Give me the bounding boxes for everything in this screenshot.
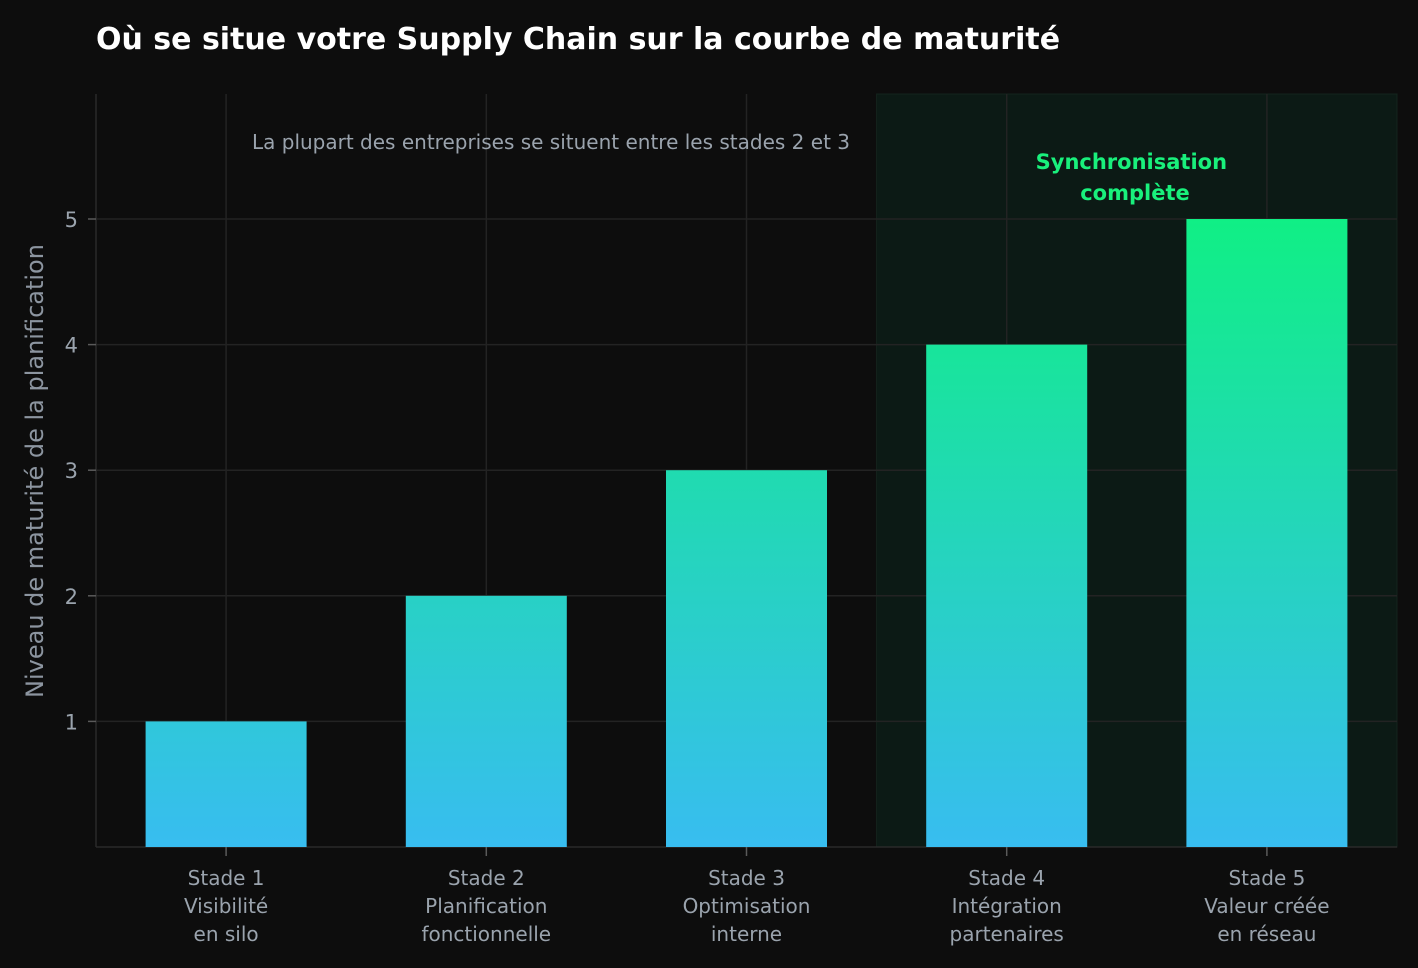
x-tick-label-3: Stade 3 Optimisation interne xyxy=(683,866,811,946)
annotation-note: La plupart des entreprises se situent en… xyxy=(252,130,850,154)
y-tick-label-5: 5 xyxy=(65,208,78,232)
bar-stade-3 xyxy=(666,470,827,847)
x-tick-label-5-line-3: en réseau xyxy=(1217,922,1316,946)
x-tick-label-1-line-1: Stade 1 xyxy=(188,866,265,890)
x-tick-label-5-line-2: Valeur créée xyxy=(1204,894,1329,918)
annotation-highlight-line-1: Synchronisation xyxy=(1036,150,1227,174)
y-axis-label: Niveau de maturité de la planification xyxy=(21,244,49,698)
x-tick-label-3-line-2: Optimisation xyxy=(683,894,811,918)
bar-stade-2 xyxy=(405,595,567,847)
annotation-highlight-line-2: complète xyxy=(1080,181,1190,205)
x-tick-label-3-line-3: interne xyxy=(711,922,782,946)
x-tick-label-5-line-1: Stade 5 xyxy=(1228,866,1305,890)
x-tick-label-2-line-1: Stade 2 xyxy=(448,866,525,890)
bar-stade-1 xyxy=(145,721,307,847)
x-tick-label-1-line-3: en silo xyxy=(194,922,259,946)
x-tick-label-3-line-1: Stade 3 xyxy=(708,866,785,890)
y-tick-label-1: 1 xyxy=(65,710,78,734)
y-tick-labels: 1 2 3 4 5 xyxy=(65,208,96,734)
chart-title: Où se situe votre Supply Chain sur la co… xyxy=(96,22,1060,57)
annotation-highlight: Synchronisation complète xyxy=(1036,150,1235,205)
x-tick-label-4: Stade 4 Intégration partenaires xyxy=(950,866,1064,946)
bars xyxy=(145,219,1348,847)
x-tick-label-4-line-2: Intégration xyxy=(952,894,1062,918)
bar-stade-5 xyxy=(1186,219,1348,847)
y-tick-label-4: 4 xyxy=(65,334,78,358)
x-tick-label-1-line-2: Visibilité xyxy=(184,894,268,918)
x-tick-label-5: Stade 5 Valeur créée en réseau xyxy=(1204,866,1329,946)
x-tick-label-4-line-1: Stade 4 xyxy=(968,866,1045,890)
x-tick-label-4-line-3: partenaires xyxy=(950,922,1064,946)
x-tick-label-2-line-2: Planification xyxy=(425,894,547,918)
x-tick-label-1: Stade 1 Visibilité en silo xyxy=(184,866,268,946)
y-tick-label-3: 3 xyxy=(65,459,78,483)
x-tick-label-2: Stade 2 Planification fonctionnelle xyxy=(421,866,551,946)
x-tick-label-2-line-3: fonctionnelle xyxy=(421,922,551,946)
bar-stade-4 xyxy=(926,344,1088,847)
x-tick-labels: Stade 1 Visibilité en silo Stade 2 Planifica… xyxy=(184,847,1330,946)
y-tick-label-2: 2 xyxy=(65,585,78,609)
